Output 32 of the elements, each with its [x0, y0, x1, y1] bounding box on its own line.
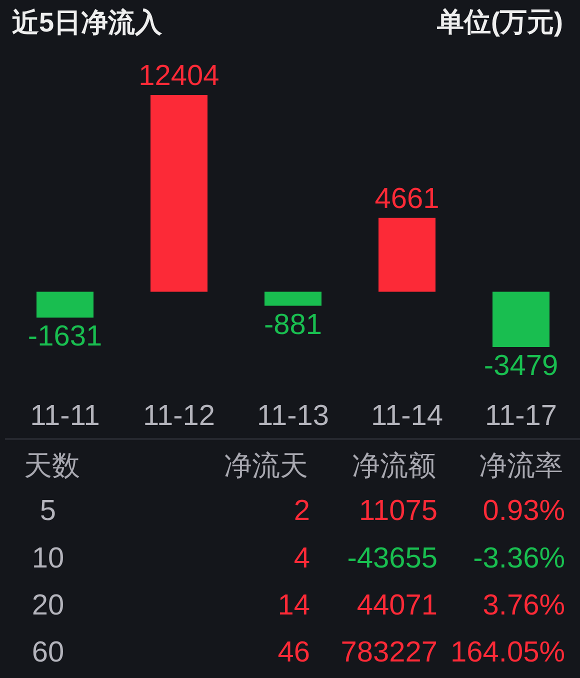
- data-label: 4: [294, 542, 310, 574]
- category-label: 5: [40, 495, 56, 528]
- data-label: 783227: [340, 636, 438, 669]
- text: 单位(万元): [436, 7, 563, 37]
- data-label: -881: [264, 308, 322, 341]
- x-tick-label: 11-11: [30, 400, 100, 432]
- text: 净流额: [352, 450, 436, 481]
- data-label: -3479: [484, 350, 558, 382]
- data-label: 14: [278, 589, 310, 622]
- data-label: 3.76%: [482, 589, 565, 622]
- x-tick-label: 11-13: [256, 400, 330, 432]
- data-label: 11075: [359, 495, 438, 528]
- x-tick-label: 11-17: [484, 400, 558, 432]
- data-label: 46: [278, 636, 310, 669]
- category-label: 10: [32, 542, 64, 574]
- data-label: 164.05%: [450, 636, 565, 669]
- data-label: 44071: [356, 589, 438, 622]
- chart-title: 近5日净流入: [12, 7, 164, 38]
- text: 净流天: [224, 450, 308, 481]
- x-tick-label: 11-12: [142, 400, 216, 432]
- category-label: 60: [32, 636, 64, 669]
- data-label: -43655: [347, 542, 438, 574]
- x-tick-label: 11-14: [370, 400, 444, 432]
- data-label: 0.93%: [482, 495, 565, 528]
- data-label: 2: [294, 495, 310, 528]
- category-label: 20: [32, 589, 64, 622]
- data-label: 12404: [138, 60, 220, 92]
- data-label: -3.36%: [473, 542, 565, 574]
- text: 天数: [24, 450, 80, 481]
- data-label: -1631: [28, 320, 102, 353]
- text: 净流率: [479, 450, 563, 481]
- data-label: 4661: [374, 182, 440, 215]
